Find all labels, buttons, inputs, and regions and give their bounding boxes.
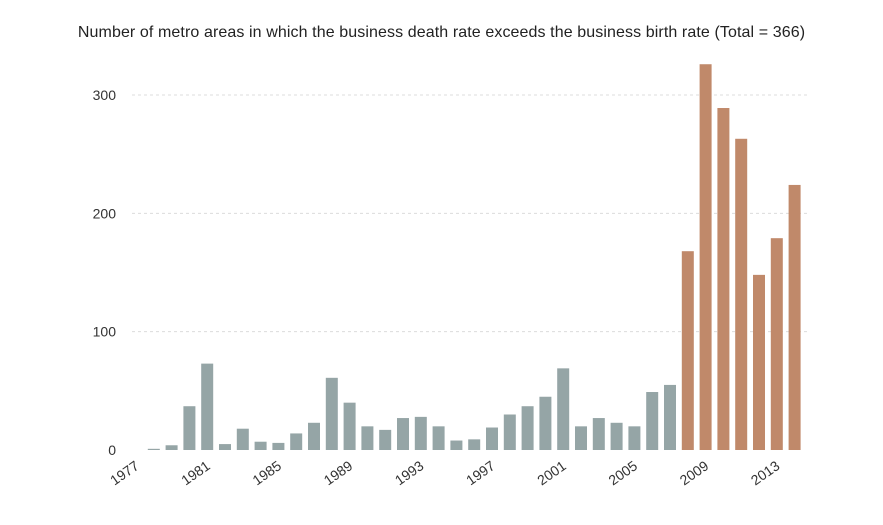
y-axis-ticks: 0 100 200 300 bbox=[93, 87, 117, 458]
bar-1997 bbox=[486, 427, 498, 450]
x-tick-label: 1985 bbox=[249, 457, 284, 488]
x-tick-label: 1981 bbox=[178, 457, 213, 488]
x-tick-label: 2013 bbox=[748, 457, 783, 488]
x-axis-ticks: 1977 1981 1985 1989 1993 1997 2001 2005 2009 2013 bbox=[107, 457, 783, 488]
bar-2011 bbox=[735, 138, 748, 451]
bar-1992 bbox=[397, 418, 409, 450]
bar-1999 bbox=[521, 406, 534, 450]
y-tick-label: 0 bbox=[108, 442, 116, 458]
bar-2000 bbox=[539, 396, 552, 450]
bar-1996 bbox=[468, 439, 481, 450]
bar-1986 bbox=[290, 433, 303, 450]
bar-2004 bbox=[610, 422, 623, 450]
bar-1984 bbox=[254, 441, 267, 450]
bar-1989 bbox=[343, 402, 356, 450]
bar-2003 bbox=[592, 418, 605, 450]
bar-1987 bbox=[308, 422, 320, 450]
y-tick-label: 100 bbox=[93, 324, 117, 340]
bar-2001 bbox=[557, 368, 570, 450]
bar-1993 bbox=[414, 416, 427, 450]
bars bbox=[147, 64, 801, 451]
y-tick-label: 200 bbox=[93, 205, 117, 221]
x-tick-label: 1993 bbox=[392, 457, 427, 488]
bar-1991 bbox=[379, 429, 392, 450]
chart-title: Number of metro areas in which the busin… bbox=[77, 24, 806, 41]
x-tick-label: 1989 bbox=[321, 457, 356, 488]
x-tick-label: 1997 bbox=[463, 457, 498, 488]
bar-2002 bbox=[575, 426, 587, 450]
bar-1990 bbox=[361, 426, 374, 450]
bar-1988 bbox=[325, 377, 338, 450]
bar-2008 bbox=[681, 251, 694, 450]
bar-1979 bbox=[165, 445, 178, 450]
bar-2006 bbox=[646, 392, 659, 450]
grid-lines bbox=[132, 94, 808, 333]
bar-2009 bbox=[699, 64, 712, 450]
x-tick-label: 2009 bbox=[677, 457, 712, 488]
bar-2014 bbox=[788, 184, 801, 450]
bar-2005 bbox=[628, 426, 641, 450]
x-tick-label: 2001 bbox=[534, 457, 569, 488]
bar-1998 bbox=[503, 414, 516, 450]
x-tick-label: 1977 bbox=[107, 457, 142, 488]
bar-2007 bbox=[664, 384, 676, 450]
y-tick-label: 300 bbox=[93, 87, 117, 103]
bar-2013 bbox=[770, 238, 783, 450]
bar-1994 bbox=[432, 426, 445, 450]
bar-1981 bbox=[201, 363, 214, 450]
bar-1980 bbox=[183, 406, 196, 450]
bar-1985 bbox=[272, 442, 285, 450]
bar-1982 bbox=[219, 444, 231, 450]
bar-2012 bbox=[753, 274, 765, 450]
bar-1983 bbox=[236, 428, 249, 450]
bar-1978 bbox=[147, 448, 160, 450]
bar-1995 bbox=[450, 440, 463, 450]
bar-2010 bbox=[717, 108, 730, 451]
x-tick-label: 2005 bbox=[605, 457, 640, 488]
